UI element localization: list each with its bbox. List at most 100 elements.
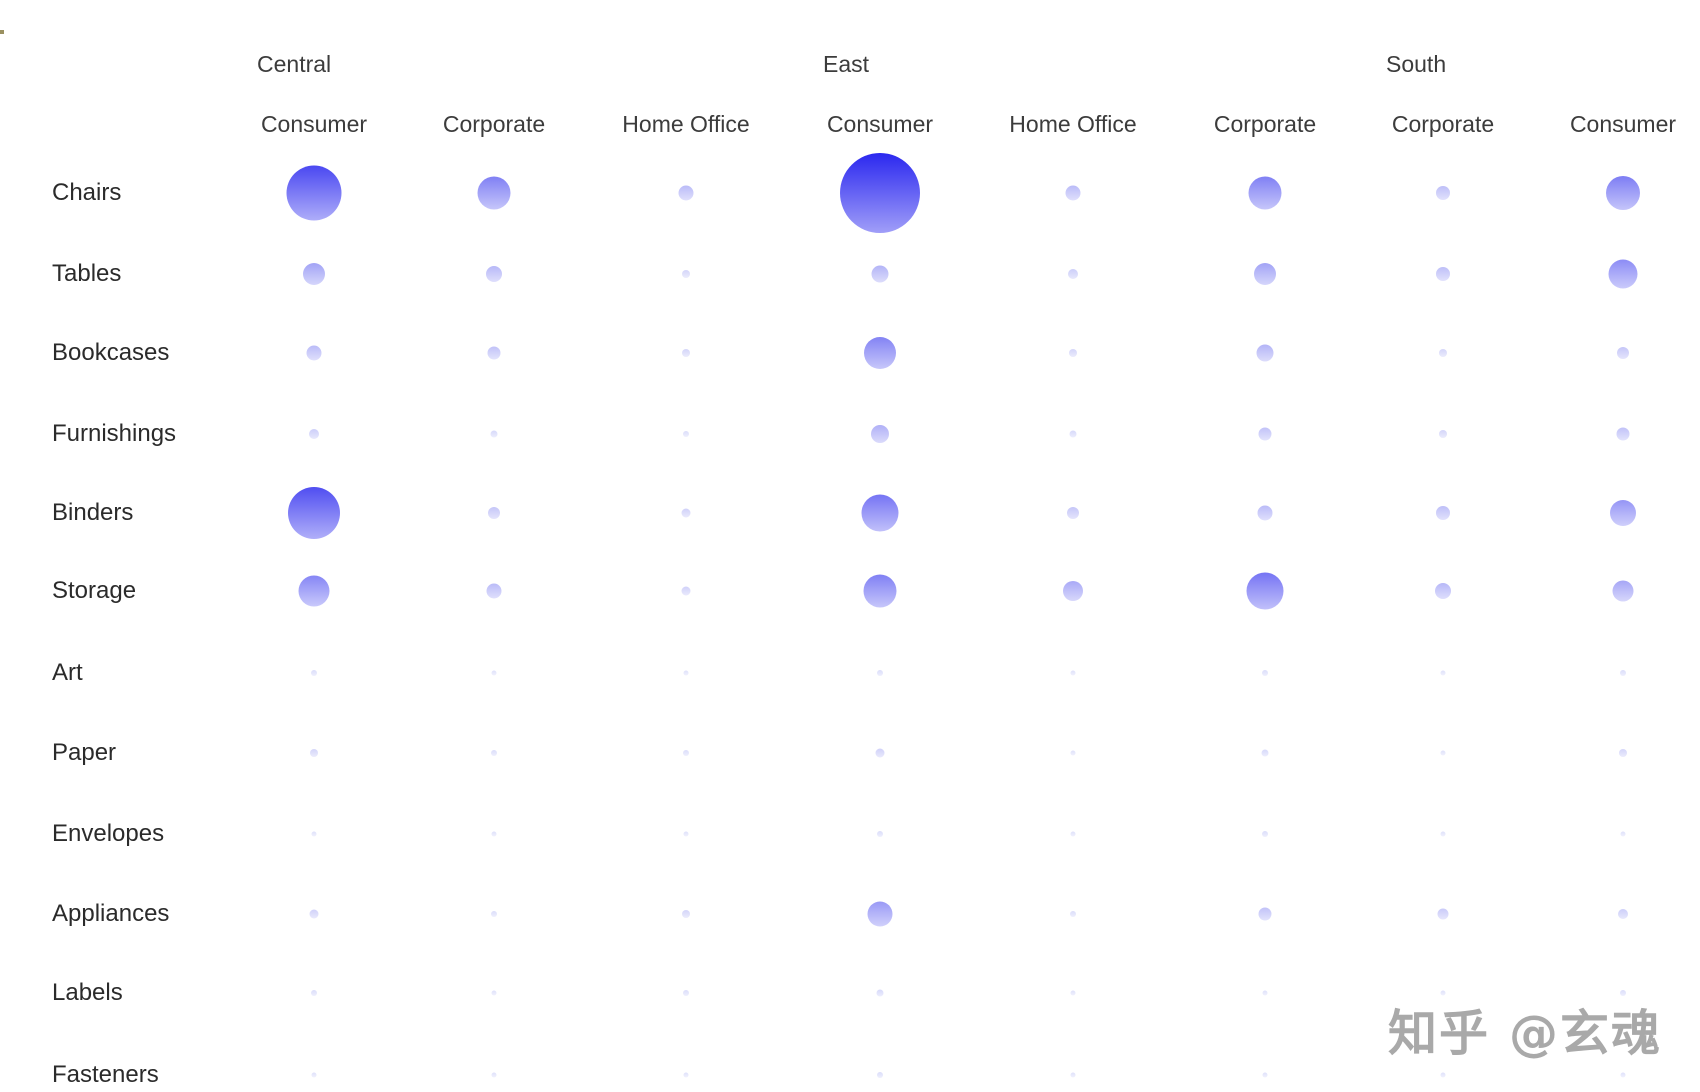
bubble-tables-central-home-office[interactable]: [682, 270, 690, 278]
bubble-tables-east-corporate[interactable]: [1254, 263, 1276, 285]
bubble-fasteners-south-consumer[interactable]: [1620, 1072, 1626, 1078]
bubble-storage-central-corporate[interactable]: [486, 583, 502, 599]
bubble-furnishings-south-corporate[interactable]: [1439, 430, 1447, 438]
bubble-paper-east-corporate[interactable]: [1261, 749, 1269, 757]
bubble-labels-south-consumer[interactable]: [1620, 990, 1626, 996]
bubble-furnishings-east-corporate[interactable]: [1258, 427, 1272, 441]
bubble-bookcases-south-corporate[interactable]: [1439, 349, 1447, 357]
bubble-furnishings-south-consumer[interactable]: [1616, 427, 1630, 441]
column-header-central-corporate: Corporate: [442, 111, 546, 137]
bubble-chairs-east-consumer[interactable]: [840, 153, 920, 233]
bubble-labels-south-corporate[interactable]: [1440, 990, 1446, 996]
bubble-paper-central-consumer[interactable]: [310, 749, 318, 757]
bubble-fasteners-central-home-office[interactable]: [683, 1072, 689, 1078]
bubble-art-south-consumer[interactable]: [1620, 670, 1626, 676]
bubble-furnishings-central-home-office[interactable]: [683, 431, 689, 437]
bubble-labels-east-consumer[interactable]: [876, 989, 884, 997]
bubble-envelopes-east-corporate[interactable]: [1262, 831, 1268, 837]
bubble-appliances-east-home-office[interactable]: [1070, 911, 1076, 917]
bubble-envelopes-south-corporate[interactable]: [1440, 831, 1446, 837]
bubble-paper-central-home-office[interactable]: [683, 750, 689, 756]
bubble-bookcases-central-home-office[interactable]: [682, 349, 690, 357]
bubble-storage-south-corporate[interactable]: [1435, 583, 1451, 599]
bubble-chairs-east-home-office[interactable]: [1065, 185, 1081, 201]
bubble-appliances-central-consumer[interactable]: [309, 909, 319, 919]
bubble-envelopes-central-home-office[interactable]: [683, 831, 689, 837]
bubble-binders-east-home-office[interactable]: [1067, 507, 1079, 519]
bubble-binders-east-consumer[interactable]: [861, 494, 899, 532]
bubble-art-central-home-office[interactable]: [683, 670, 689, 676]
bubble-storage-central-consumer[interactable]: [298, 575, 330, 607]
column-header-south-corporate: Corporate: [1391, 111, 1495, 137]
bubble-art-central-consumer[interactable]: [311, 670, 317, 676]
bubble-appliances-south-consumer[interactable]: [1618, 909, 1628, 919]
bubble-furnishings-east-home-office[interactable]: [1069, 430, 1077, 438]
bubble-fasteners-central-consumer[interactable]: [311, 1072, 317, 1078]
bubble-labels-central-home-office[interactable]: [683, 990, 689, 996]
bubble-bookcases-central-consumer[interactable]: [306, 345, 322, 361]
bubble-chairs-central-home-office[interactable]: [678, 185, 694, 201]
bubble-binders-central-corporate[interactable]: [488, 507, 500, 519]
bubble-binders-central-consumer[interactable]: [288, 487, 340, 539]
bubble-chairs-south-consumer[interactable]: [1606, 176, 1640, 210]
bubble-storage-east-corporate[interactable]: [1246, 572, 1284, 610]
bubble-envelopes-central-corporate[interactable]: [491, 831, 497, 837]
bubble-appliances-south-corporate[interactable]: [1437, 908, 1449, 920]
bubble-art-east-corporate[interactable]: [1262, 670, 1268, 676]
bubble-bookcases-central-corporate[interactable]: [487, 346, 501, 360]
bubble-chairs-central-consumer[interactable]: [286, 165, 342, 221]
bubble-chairs-south-corporate[interactable]: [1436, 186, 1450, 200]
bubble-tables-east-home-office[interactable]: [1068, 269, 1078, 279]
bubble-labels-central-consumer[interactable]: [311, 990, 317, 996]
bubble-chairs-central-corporate[interactable]: [477, 176, 511, 210]
bubble-envelopes-east-consumer[interactable]: [877, 831, 883, 837]
bubble-paper-central-corporate[interactable]: [491, 750, 497, 756]
region-label-south: South: [1386, 51, 1447, 77]
bubble-envelopes-central-consumer[interactable]: [311, 831, 317, 837]
bubble-binders-south-consumer[interactable]: [1610, 500, 1636, 526]
bubble-paper-south-consumer[interactable]: [1619, 749, 1627, 757]
bubble-storage-south-consumer[interactable]: [1612, 580, 1634, 602]
bubble-appliances-east-corporate[interactable]: [1258, 907, 1272, 921]
bubble-appliances-central-home-office[interactable]: [682, 910, 690, 918]
bubble-fasteners-south-corporate[interactable]: [1440, 1072, 1446, 1078]
bubble-appliances-east-consumer[interactable]: [867, 901, 893, 927]
bubble-tables-east-consumer[interactable]: [871, 265, 889, 283]
bubble-tables-south-corporate[interactable]: [1436, 267, 1450, 281]
bubble-binders-east-corporate[interactable]: [1257, 505, 1273, 521]
bubble-art-east-consumer[interactable]: [877, 670, 883, 676]
bubble-art-east-home-office[interactable]: [1070, 670, 1076, 676]
bubble-envelopes-east-home-office[interactable]: [1070, 831, 1076, 837]
bubble-storage-east-consumer[interactable]: [863, 574, 897, 608]
bubble-paper-east-consumer[interactable]: [875, 748, 885, 758]
bubble-fasteners-east-corporate[interactable]: [1262, 1072, 1268, 1078]
bubble-tables-south-consumer[interactable]: [1608, 259, 1638, 289]
bubble-bookcases-east-home-office[interactable]: [1069, 349, 1077, 357]
bubble-labels-east-corporate[interactable]: [1262, 990, 1268, 996]
bubble-fasteners-east-home-office[interactable]: [1070, 1072, 1076, 1078]
bubble-labels-central-corporate[interactable]: [491, 990, 497, 996]
bubble-paper-south-corporate[interactable]: [1440, 750, 1446, 756]
bubble-appliances-central-corporate[interactable]: [491, 911, 497, 917]
bubble-furnishings-east-consumer[interactable]: [871, 425, 889, 443]
bubble-art-south-corporate[interactable]: [1440, 670, 1446, 676]
bubble-envelopes-south-consumer[interactable]: [1620, 831, 1626, 837]
bubble-fasteners-east-consumer[interactable]: [877, 1072, 883, 1078]
bubble-tables-central-consumer[interactable]: [303, 263, 325, 285]
bubble-tables-central-corporate[interactable]: [486, 266, 502, 282]
bubble-binders-central-home-office[interactable]: [681, 508, 691, 518]
bubble-bookcases-east-consumer[interactable]: [864, 337, 896, 369]
bubble-furnishings-central-consumer[interactable]: [309, 429, 319, 439]
bubble-art-central-corporate[interactable]: [491, 670, 497, 676]
bubble-chairs-east-corporate[interactable]: [1248, 176, 1282, 210]
bubble-labels-east-home-office[interactable]: [1070, 990, 1076, 996]
bubble-bookcases-east-corporate[interactable]: [1256, 344, 1274, 362]
bubble-storage-central-home-office[interactable]: [681, 586, 691, 596]
bubble-bookcases-south-consumer[interactable]: [1617, 347, 1629, 359]
bubble-fasteners-central-corporate[interactable]: [491, 1072, 497, 1078]
bubble-paper-east-home-office[interactable]: [1070, 750, 1076, 756]
bubble-furnishings-central-corporate[interactable]: [490, 430, 498, 438]
bubble-binders-south-corporate[interactable]: [1436, 506, 1450, 520]
bubble-storage-east-home-office[interactable]: [1063, 581, 1083, 601]
